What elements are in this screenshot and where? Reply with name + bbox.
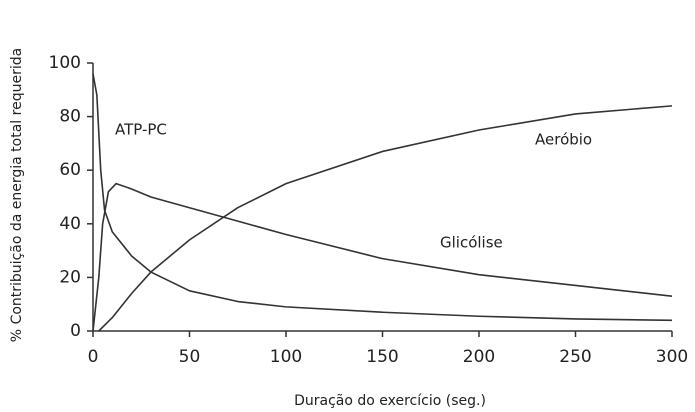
- x-tick-label: 100: [270, 347, 302, 367]
- x-tick-label: 300: [656, 347, 688, 367]
- y-tick-label: 20: [59, 267, 81, 287]
- y-tick-label: 40: [59, 214, 81, 234]
- y-tick-label: 100: [49, 53, 81, 73]
- y-tick-label: 80: [59, 107, 81, 127]
- y-axis-label: % Contribuição da energia total requerid…: [9, 48, 25, 342]
- series-label: Aeróbio: [535, 131, 592, 149]
- x-axis-label: Duração do exercício (seg.): [294, 393, 486, 409]
- series-line: [92, 73, 673, 322]
- y-tick-label: 0: [70, 321, 81, 341]
- x-tick-label: 250: [559, 347, 591, 367]
- series-label: ATP-PC: [115, 121, 167, 139]
- y-tick-label: 60: [59, 160, 81, 180]
- x-tick-label: 50: [179, 347, 201, 367]
- series-line: [98, 105, 673, 332]
- x-tick-label: 0: [88, 347, 99, 367]
- series-line: [92, 182, 673, 332]
- x-tick-label: 150: [366, 347, 398, 367]
- x-tick-label: 200: [463, 347, 495, 367]
- series-label: Glicólise: [440, 234, 503, 252]
